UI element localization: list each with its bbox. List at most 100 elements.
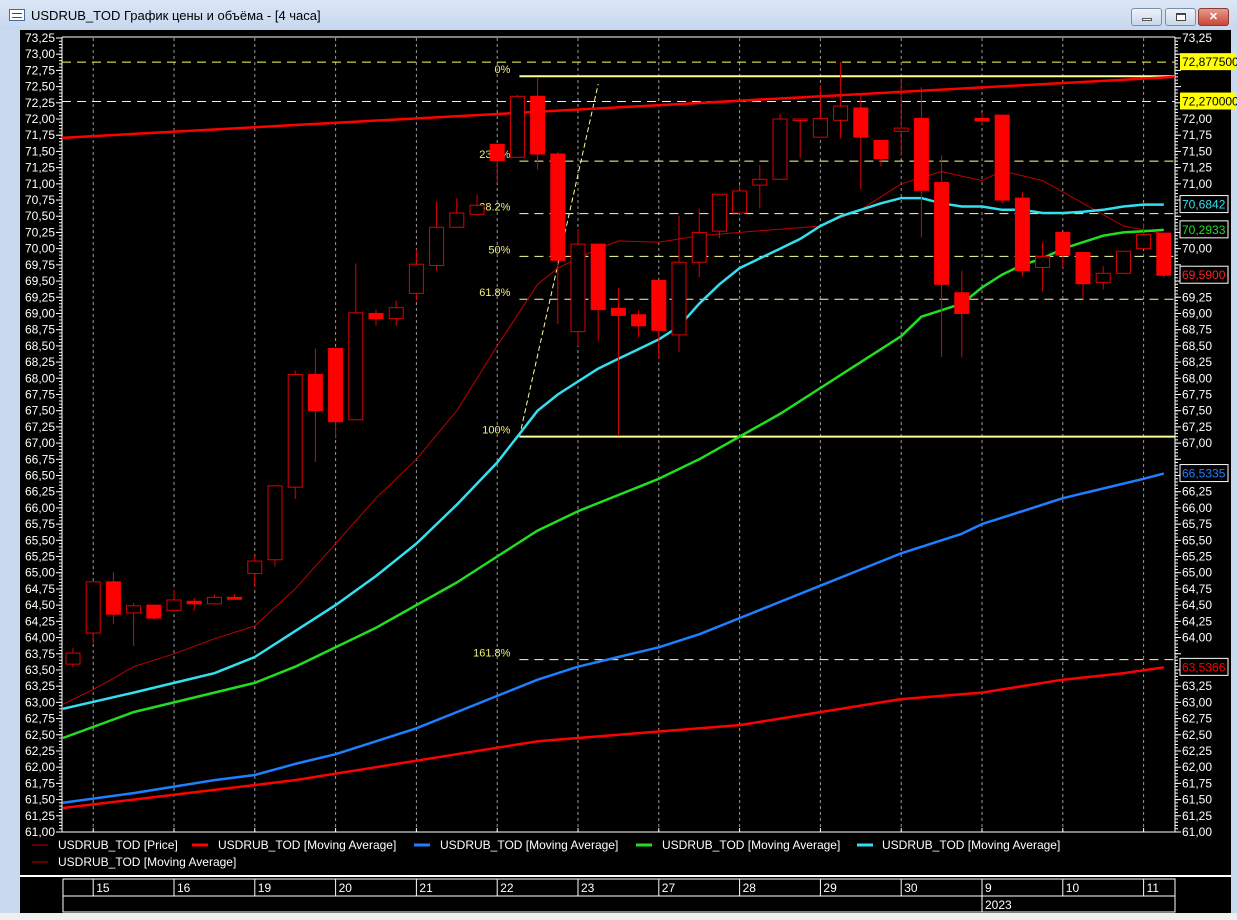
value-box xyxy=(1179,657,1229,676)
candle-down xyxy=(934,182,950,285)
right-y-tick-label: 71,00 xyxy=(1182,177,1212,191)
candle-down xyxy=(1055,231,1071,256)
right-y-tick-label: 65,75 xyxy=(1182,517,1212,531)
left-y-tick-label: 65,50 xyxy=(25,533,55,547)
left-y-tick-label: 69,50 xyxy=(25,274,55,288)
left-y-tick-label: 66,75 xyxy=(25,452,55,466)
right-y-tick-label: 68,50 xyxy=(1182,339,1212,353)
fib-level-label: 0% xyxy=(495,64,511,76)
maximize-button[interactable] xyxy=(1165,8,1196,26)
date-label: 9 xyxy=(985,881,992,895)
left-y-tick-label: 68,50 xyxy=(25,339,55,353)
moving-average-line-3 xyxy=(62,472,1165,805)
right-y-tick-label: 62,00 xyxy=(1182,760,1212,774)
candle-up xyxy=(449,212,465,228)
left-y-tick-label: 64,50 xyxy=(25,598,55,612)
candle-up xyxy=(166,599,182,611)
candle-down xyxy=(974,117,990,122)
right-y-tick-label: 62,50 xyxy=(1182,728,1212,742)
left-y-tick-label: 62,00 xyxy=(25,760,55,774)
left-y-tick-label: 70,25 xyxy=(25,225,55,239)
left-y-tick-label: 64,00 xyxy=(25,631,55,645)
left-y-tick-label: 65,75 xyxy=(25,517,55,531)
left-y-tick-label: 63,75 xyxy=(25,647,55,661)
close-button[interactable]: ✕ xyxy=(1198,8,1229,26)
candle-down xyxy=(530,95,546,155)
left-y-tick-label: 64,25 xyxy=(25,614,55,628)
moving-average-line-4 xyxy=(62,228,1164,740)
left-y-tick-label: 67,75 xyxy=(25,387,55,401)
right-y-tick-label: 63,25 xyxy=(1182,679,1212,693)
left-y-tick-label: 71,75 xyxy=(25,128,55,142)
left-y-tick-label: 66,50 xyxy=(25,469,55,483)
left-y-tick-label: 63,50 xyxy=(25,663,55,677)
candle-down xyxy=(489,143,505,162)
candle-up xyxy=(570,243,586,333)
legend-label: USDRUB_TOD [Moving Average] xyxy=(662,838,840,852)
left-y-tick-label: 61,00 xyxy=(25,825,55,839)
left-y-tick-label: 61,75 xyxy=(25,776,55,790)
left-y-tick-label: 61,25 xyxy=(25,809,55,823)
candle-up xyxy=(247,560,263,574)
candle-down xyxy=(954,292,970,314)
value-box-label: 70,2933 xyxy=(1182,223,1226,237)
left-y-tick-label: 68,75 xyxy=(25,323,55,337)
left-y-tick-label: 71,50 xyxy=(25,144,55,158)
candle-up xyxy=(429,226,445,267)
left-y-tick-label: 66,25 xyxy=(25,485,55,499)
right-y-tick-label: 66,25 xyxy=(1182,485,1212,499)
right-y-tick-label: 63,00 xyxy=(1182,695,1212,709)
date-label: 20 xyxy=(339,881,353,895)
legend-label: USDRUB_TOD [Moving Average] xyxy=(58,855,236,869)
right-y-tick-label: 64,50 xyxy=(1182,598,1212,612)
candle-down xyxy=(146,604,162,619)
value-box-label: 69,5900 xyxy=(1182,268,1226,282)
year-label: 2023 xyxy=(985,898,1012,912)
legend-label: USDRUB_TOD [Moving Average] xyxy=(882,838,1060,852)
right-y-tick-label: 64,00 xyxy=(1182,631,1212,645)
right-y-tick-label: 68,75 xyxy=(1182,323,1212,337)
value-box-label: 72,877500 xyxy=(1182,55,1237,69)
candle-down xyxy=(1014,197,1030,272)
trendline xyxy=(61,75,1175,140)
left-y-tick-label: 62,75 xyxy=(25,712,55,726)
candle-down xyxy=(873,139,889,160)
candle-down xyxy=(651,279,667,331)
candle-up xyxy=(671,261,687,336)
legend-label: USDRUB_TOD [Price] xyxy=(58,838,178,852)
right-y-tick-label: 61,75 xyxy=(1182,776,1212,790)
candle-up xyxy=(388,307,404,320)
left-y-tick-label: 72,50 xyxy=(25,80,55,94)
left-y-tick-label: 70,75 xyxy=(25,193,55,207)
candle-up xyxy=(267,485,283,561)
left-y-tick-label: 63,00 xyxy=(25,695,55,709)
maximize-icon xyxy=(1176,13,1186,21)
left-y-tick-label: 68,00 xyxy=(25,371,55,385)
candle-up xyxy=(752,178,768,186)
right-y-tick-label: 67,50 xyxy=(1182,404,1212,418)
candle-up xyxy=(1136,233,1152,250)
date-label: 29 xyxy=(823,881,837,895)
value-box xyxy=(1179,265,1229,284)
candle-up xyxy=(287,373,303,488)
candle-down xyxy=(1075,252,1091,285)
candle-down xyxy=(105,581,121,615)
right-y-tick-label: 61,50 xyxy=(1182,793,1212,807)
value-box xyxy=(1179,464,1229,483)
right-y-tick-label: 69,25 xyxy=(1182,290,1212,304)
candle-down xyxy=(368,312,384,320)
left-y-tick-label: 64,75 xyxy=(25,582,55,596)
date-label: 27 xyxy=(662,881,676,895)
right-y-tick-label: 64,25 xyxy=(1182,614,1212,628)
right-y-tick-label: 67,25 xyxy=(1182,420,1212,434)
left-y-tick-label: 69,75 xyxy=(25,258,55,272)
right-y-tick-label: 62,75 xyxy=(1182,712,1212,726)
left-y-tick-label: 72,75 xyxy=(25,63,55,77)
window-title: USDRUB_TOD График цены и объёма - [4 час… xyxy=(31,8,321,23)
candle-up xyxy=(469,204,485,215)
candle-down xyxy=(186,600,202,605)
candle-up xyxy=(348,312,364,421)
right-y-tick-label: 65,50 xyxy=(1182,533,1212,547)
minimize-button[interactable] xyxy=(1131,8,1162,26)
